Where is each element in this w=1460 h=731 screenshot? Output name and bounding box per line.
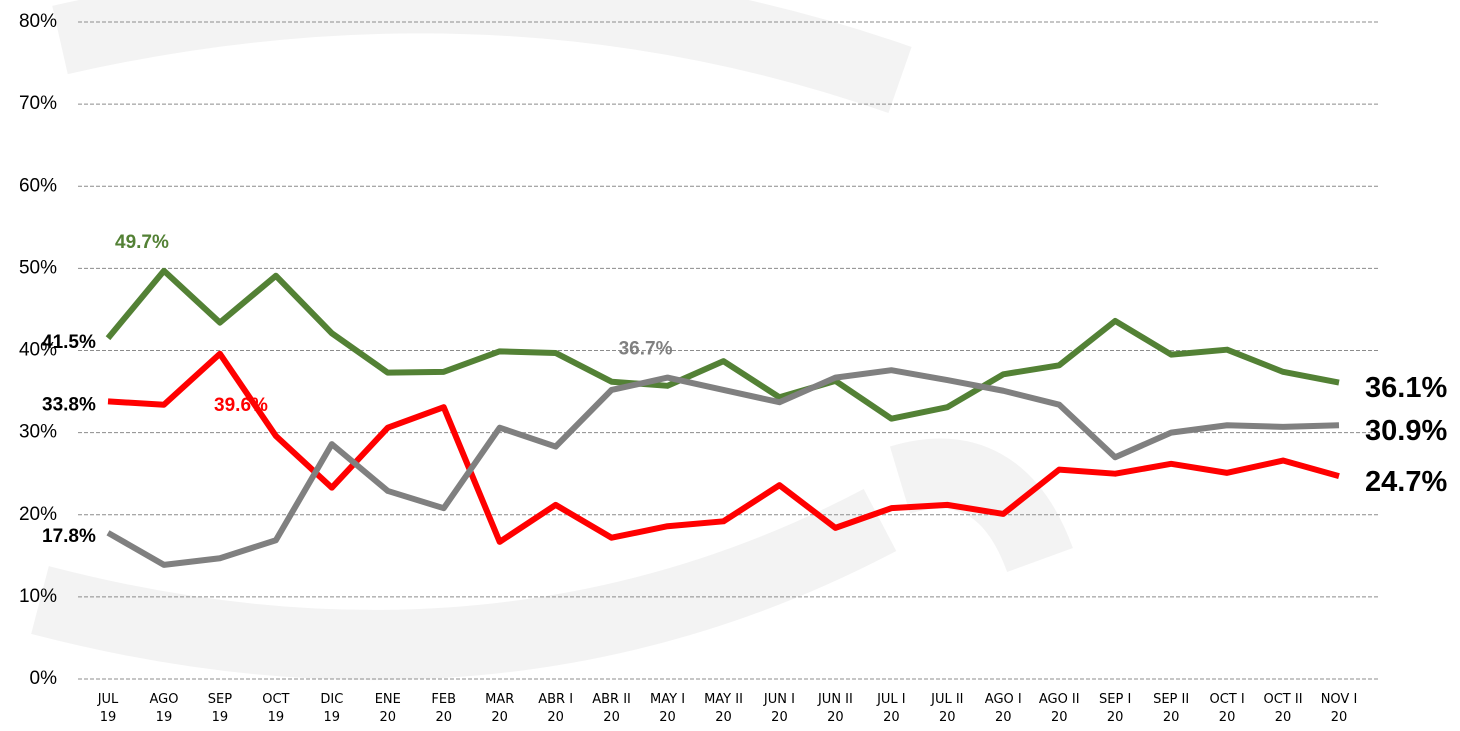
x-tick-label: MAY II 20 xyxy=(704,692,743,725)
x-tick-label: SEP 19 xyxy=(207,692,233,725)
x-tick-label: DIC 19 xyxy=(320,692,344,725)
x-tick-label: OCT II 20 xyxy=(1263,692,1303,725)
x-tick-label: JUL 19 xyxy=(97,692,119,725)
x-tick-label: JUL I 20 xyxy=(877,692,906,725)
watermark-arc xyxy=(52,0,912,114)
y-tick-label: 0% xyxy=(30,668,58,689)
data-label: 33.8% xyxy=(42,394,96,415)
data-label: 39.6% xyxy=(214,395,268,416)
x-tick-label: JUL II 20 xyxy=(931,692,964,725)
x-tick-label: SEP II 20 xyxy=(1153,692,1190,725)
y-tick-label: 50% xyxy=(19,257,57,278)
x-tick-label: NOV I 20 xyxy=(1320,692,1358,725)
y-tick-label: 10% xyxy=(19,586,57,607)
data-label: 41.5% xyxy=(42,332,96,353)
x-tick-label: ABR II 20 xyxy=(592,692,631,725)
x-tick-label: AGO II 20 xyxy=(1038,692,1080,725)
data-label: 36.1% xyxy=(1365,372,1447,404)
x-tick-label: MAY I 20 xyxy=(650,692,686,725)
y-tick-label: 30% xyxy=(19,422,57,443)
y-tick-label: 80% xyxy=(19,11,57,32)
watermark xyxy=(31,0,1073,680)
watermark-arc xyxy=(889,438,1073,573)
x-tick-label: AGO I 20 xyxy=(984,692,1022,725)
x-tick-label: FEB 20 xyxy=(431,692,457,725)
x-tick-label: OCT I 20 xyxy=(1209,692,1245,725)
x-tick-label: AGO 19 xyxy=(149,692,179,725)
data-label: 49.7% xyxy=(115,232,169,253)
data-label: 36.7% xyxy=(619,339,673,360)
y-tick-label: 20% xyxy=(19,504,57,525)
x-tick-label: MAR 20 xyxy=(485,692,515,725)
x-tick-label: ENE 20 xyxy=(374,692,401,725)
x-tick-label: JUN II 20 xyxy=(817,692,853,725)
data-label: 17.8% xyxy=(42,526,96,547)
watermark-arc xyxy=(31,489,897,680)
series-line xyxy=(105,267,1340,422)
y-tick-label: 60% xyxy=(19,175,57,196)
x-tick-label: JUN I 20 xyxy=(763,692,795,725)
y-tick-label: 40% xyxy=(19,340,57,361)
data-label: 30.9% xyxy=(1365,415,1447,447)
x-tick-label: ABR I 20 xyxy=(538,692,574,725)
series-line xyxy=(106,367,1340,568)
x-tick-label: OCT 19 xyxy=(262,692,290,725)
y-tick-label: 70% xyxy=(19,93,57,114)
x-tick-label: SEP I 20 xyxy=(1099,692,1132,725)
data-label: 24.7% xyxy=(1365,466,1447,498)
